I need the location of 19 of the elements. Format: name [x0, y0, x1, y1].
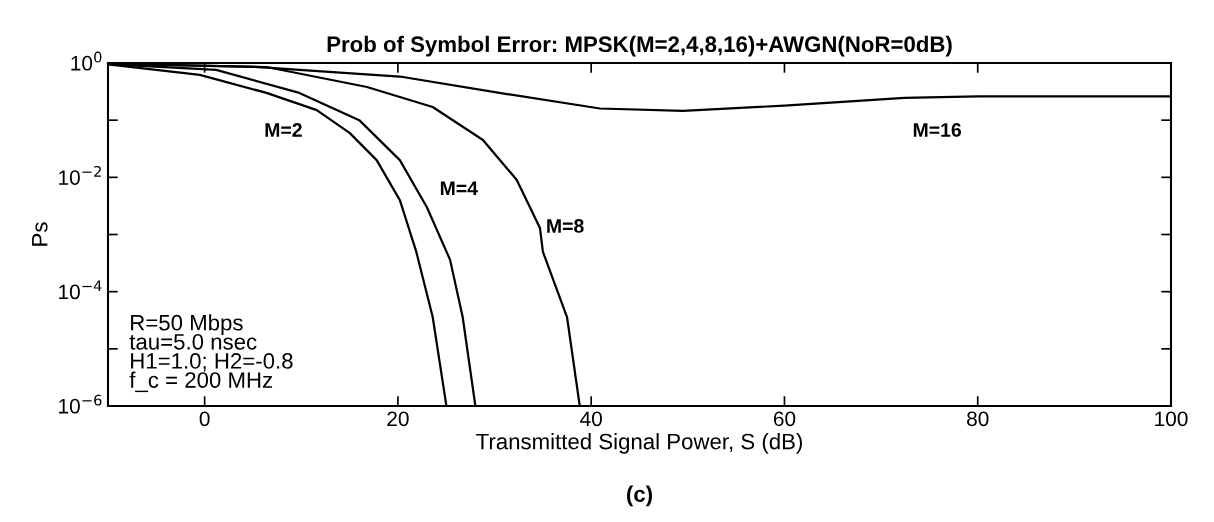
y-tick-label: 10$^{−6}$ — [59, 394, 102, 414]
annotation: R=50 Mbps tau=5.0 nsec H1=1.0; H2=-0.8 f_c = 200 MHz — [129, 314, 293, 393]
text: (c) — [627, 485, 652, 507]
series-label: M=8 — [547, 219, 584, 233]
y-tick-label: 10$^{−2}$ — [59, 165, 101, 185]
series-label: M=2 — [265, 123, 302, 137]
x-tick-label: 60 — [773, 411, 796, 427]
x-tick-label: 40 — [580, 411, 602, 427]
x-tick-label: 0 — [199, 411, 210, 427]
chart-title: Prob of Symbol Error: MPSK(M=2,4,8,16)+AWGN(NoR=0dB) — [327, 35, 952, 57]
x-tick-label: 20 — [387, 411, 409, 427]
y-axis-title: Ps — [32, 222, 48, 246]
x-axis-title: Transmitted Signal Power, S (dB) — [476, 433, 802, 454]
series-label: M=16 — [913, 123, 962, 137]
series-label: M=4 — [440, 181, 478, 195]
y-tick-label: 10$^{−4}$ — [59, 280, 102, 300]
x-tick-label: 80 — [967, 411, 989, 427]
x-tick-label: 100 — [1155, 411, 1188, 427]
y-tick-label: 10$^{0}$ — [71, 51, 102, 71]
